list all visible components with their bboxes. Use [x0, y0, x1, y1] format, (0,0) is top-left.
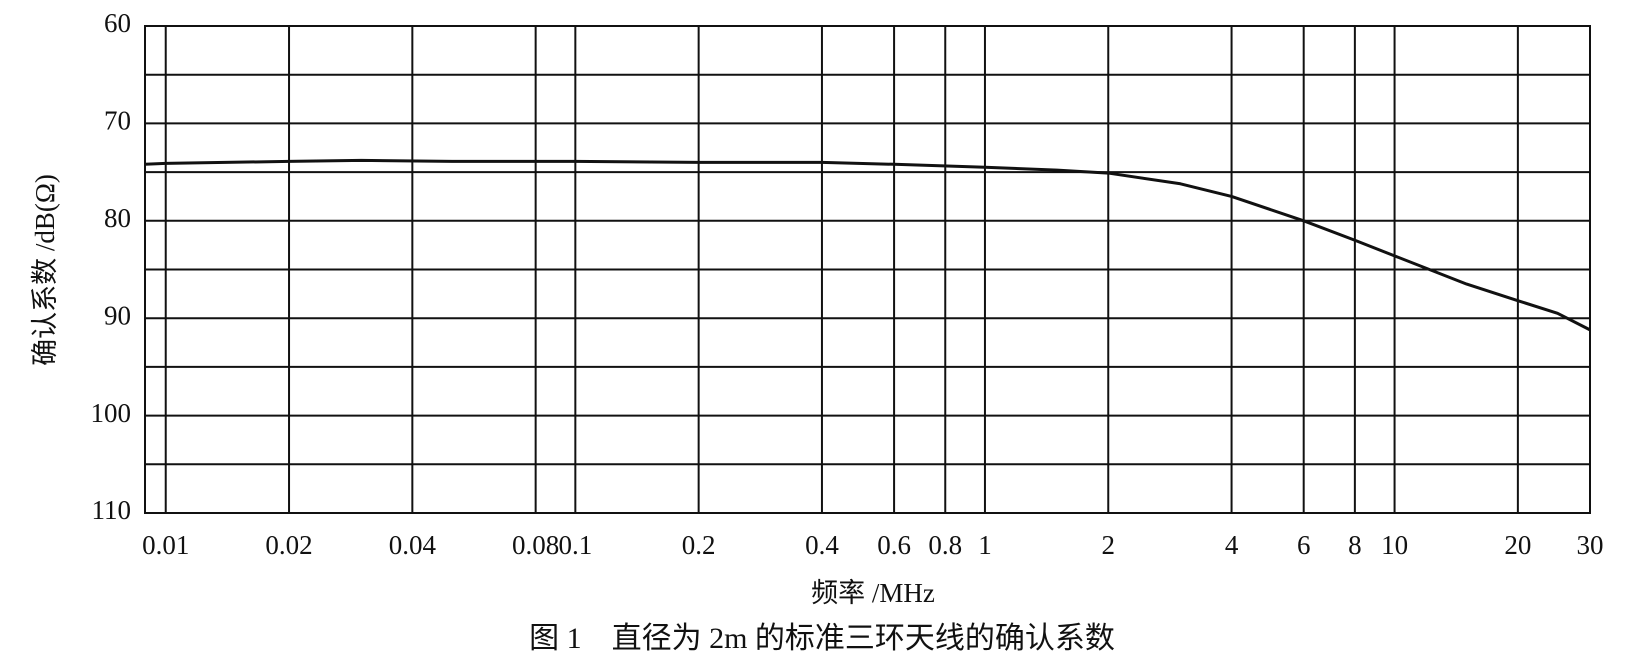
x-tick-label: 1 [978, 530, 992, 560]
x-tick-label: 8 [1348, 530, 1362, 560]
x-tick-label: 4 [1225, 530, 1239, 560]
x-axis-label: 频率 /MHz [811, 578, 935, 608]
x-tick-label: 0.2 [682, 530, 716, 560]
plot-frame [144, 25, 1591, 514]
x-tick-label: 30 [1577, 530, 1604, 560]
caption: 图 1 直径为 2m 的标准三环天线的确认系数 [529, 622, 1115, 655]
x-tick-label: 0.8 [928, 530, 962, 560]
y-tick-label: 110 [92, 495, 132, 525]
x-tick-label: 20 [1504, 530, 1531, 560]
x-tick-label: 0.02 [265, 530, 312, 560]
y-tick-label: 70 [104, 106, 131, 136]
x-tick-label: 2 [1102, 530, 1116, 560]
x-tick-label: 0.04 [389, 530, 437, 560]
x-tick-label: 10 [1381, 530, 1408, 560]
x-tick-label: 6 [1297, 530, 1311, 560]
x-tick-label: 0.08 [512, 530, 559, 560]
y-tick-label: 100 [91, 398, 132, 428]
x-tick-label: 0.4 [805, 530, 839, 560]
x-tick-label: 0.6 [877, 530, 911, 560]
y-axis-label: 确认系数 /dB(Ω) [30, 174, 60, 366]
x-tick-label: 0.1 [558, 530, 592, 560]
y-tick-label: 90 [104, 300, 131, 330]
y-tick-label: 60 [104, 8, 131, 38]
x-tick-label: 0.01 [142, 530, 189, 560]
y-tick-label: 80 [104, 203, 131, 233]
data-line [144, 158, 1591, 332]
